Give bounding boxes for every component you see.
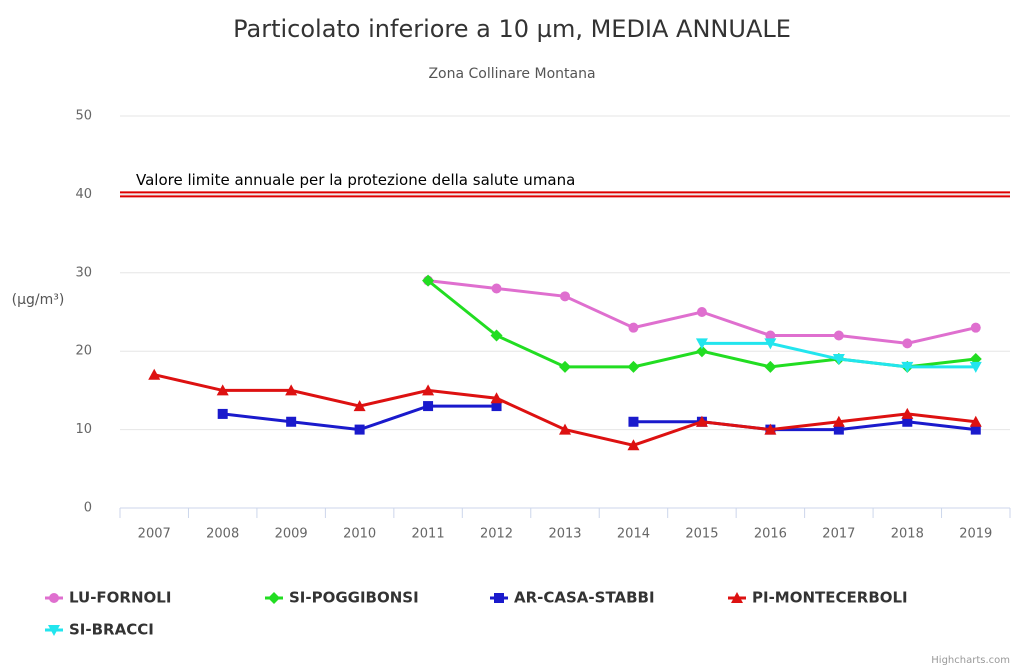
marker [286, 416, 297, 427]
x-tick-label: 2019 [959, 527, 992, 542]
y-tick-label: 20 [75, 344, 92, 359]
chart-subtitle: Zona Collinare Montana [428, 66, 595, 82]
marker [833, 424, 844, 435]
marker [833, 330, 844, 341]
y-axis-label: (µg/m³) [12, 292, 65, 308]
x-tick-label: 2017 [822, 527, 855, 542]
marker [695, 338, 708, 350]
legend-item[interactable]: LU-FORNOLI [45, 589, 171, 607]
y-tick-label: 50 [75, 109, 92, 124]
legend-label: SI-POGGIBONSI [289, 589, 419, 607]
x-tick-label: 2018 [891, 527, 924, 542]
legend-label: SI-BRACCI [69, 621, 154, 639]
marker [731, 592, 743, 603]
marker [148, 368, 161, 380]
marker [268, 592, 280, 604]
marker [764, 338, 777, 350]
x-tick-label: 2014 [617, 527, 650, 542]
marker [969, 361, 982, 373]
x-tick-label: 2012 [480, 527, 513, 542]
legend-item[interactable]: PI-MONTECERBOLI [728, 589, 908, 607]
x-tick-label: 2011 [412, 527, 445, 542]
marker [695, 345, 708, 358]
legend-label: LU-FORNOLI [69, 589, 171, 607]
credits: Highcharts.com [931, 655, 1010, 666]
marker [832, 415, 845, 427]
marker [490, 392, 503, 404]
marker [285, 384, 298, 396]
marker [902, 416, 913, 427]
marker [970, 322, 981, 333]
y-tick-label: 0 [84, 501, 92, 516]
y-tick-label: 10 [75, 422, 92, 437]
marker [764, 423, 777, 435]
marker [559, 423, 571, 435]
marker [491, 401, 502, 412]
marker [354, 424, 365, 435]
marker [494, 593, 504, 603]
marker [695, 415, 708, 427]
x-tick-label: 2010 [343, 527, 376, 542]
marker [832, 354, 845, 366]
marker [49, 593, 59, 603]
marker [764, 360, 777, 373]
legend-label: PI-MONTECERBOLI [752, 589, 908, 607]
marker [490, 329, 503, 342]
marker [627, 360, 640, 373]
marker [970, 424, 981, 435]
marker [901, 361, 914, 373]
marker [423, 401, 434, 412]
marker [628, 416, 639, 427]
marker [560, 291, 570, 302]
x-tick-label: 2016 [754, 527, 787, 542]
x-tick-label: 2009 [275, 527, 308, 542]
plot-line-label: Valore limite annuale per la protezione … [136, 171, 575, 189]
y-tick-label: 40 [75, 187, 92, 202]
marker [353, 400, 366, 412]
y-tick-label: 30 [75, 265, 92, 280]
marker [765, 330, 776, 341]
legend-item[interactable]: AR-CASA-STABBI [490, 589, 655, 607]
x-tick-label: 2013 [548, 527, 581, 542]
legend-label: AR-CASA-STABBI [514, 589, 655, 607]
marker [217, 408, 228, 419]
x-tick-label: 2008 [206, 527, 239, 542]
marker [627, 439, 640, 451]
series-line [153, 373, 976, 447]
x-tick-label: 2007 [138, 527, 171, 542]
marker [628, 322, 639, 333]
marker [969, 415, 982, 427]
marker [491, 283, 502, 294]
marker [216, 384, 229, 396]
marker [901, 407, 914, 419]
marker [696, 307, 707, 317]
marker [48, 625, 60, 636]
chart-title: Particolato inferiore a 10 µm, MEDIA ANN… [233, 15, 791, 43]
marker [422, 384, 435, 396]
marker [902, 338, 913, 349]
legend-item[interactable]: SI-BRACCI [45, 621, 154, 639]
marker [559, 360, 571, 373]
x-tick-label: 2015 [685, 527, 718, 542]
legend-item[interactable]: SI-POGGIBONSI [265, 589, 419, 607]
marker [422, 274, 435, 287]
